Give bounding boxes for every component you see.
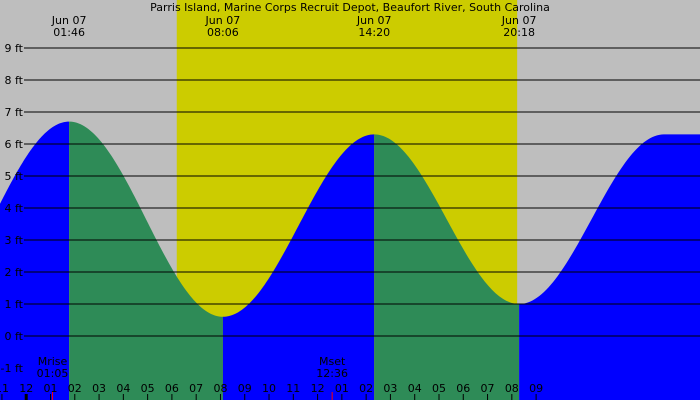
- falling-tide-area: [69, 121, 223, 400]
- moon-event-label: Mrise: [38, 355, 68, 368]
- x-tick-label: 02: [359, 382, 373, 395]
- x-tick-label: 02: [68, 382, 82, 395]
- y-tick-label: -1 ft: [1, 362, 24, 375]
- y-tick-label: 5 ft: [5, 170, 24, 183]
- y-tick-label: 8 ft: [5, 74, 24, 87]
- x-tick-label: 11: [286, 382, 300, 395]
- rising-tide-area: [0, 121, 70, 400]
- x-tick-label: 05: [432, 382, 446, 395]
- midnight-marker: [24, 394, 28, 400]
- rising-tide-area: [519, 134, 700, 400]
- rising-tide-area: [222, 134, 375, 400]
- x-tick-label: 01: [44, 382, 58, 395]
- x-tick-label: 08: [505, 382, 519, 395]
- low-tide-time-label: 08:06: [207, 26, 239, 39]
- y-tick-label: 1 ft: [5, 298, 24, 311]
- x-tick-label: 09: [529, 382, 543, 395]
- x-tick-label: 07: [481, 382, 495, 395]
- gridlines: [1, 47, 700, 400]
- low-tide-date-label: Jun 07: [501, 14, 537, 27]
- high-tide-date-label: Jun 07: [356, 14, 392, 27]
- y-tick-label: 4 ft: [5, 202, 24, 215]
- x-tick-label: 06: [456, 382, 470, 395]
- x-tick-label: 10: [262, 382, 276, 395]
- tide-area-layer: [0, 121, 700, 400]
- y-tick-label: 0 ft: [5, 330, 24, 343]
- moon-event-time: 01:05: [37, 367, 69, 380]
- chart-title: Parris Island, Marine Corps Recruit Depo…: [150, 1, 550, 14]
- x-tick-label: 05: [141, 382, 155, 395]
- x-tick-label: 12: [19, 382, 33, 395]
- y-tick-label: 7 ft: [5, 106, 24, 119]
- falling-tide-area: [374, 134, 520, 400]
- high-tide-time-label: 01:46: [53, 26, 85, 39]
- x-tick-label: 08: [213, 382, 227, 395]
- labels: 1 ft 0 ft -1 ft 2 ft 3 ft 4 ft 5 ft 6 ft 7 ft 8 f…: [0, 14, 543, 395]
- x-tick-label: 09: [238, 382, 252, 395]
- x-tick-label: 11: [0, 382, 9, 395]
- moon-event-label: Mset: [319, 355, 346, 368]
- x-tick-label: 03: [383, 382, 397, 395]
- low-tide-time-label: 20:18: [503, 26, 535, 39]
- x-tick-label: 04: [408, 382, 422, 395]
- y-tick-label: 9 ft: [5, 42, 24, 55]
- x-tick-label: 07: [189, 382, 203, 395]
- x-tick-label: 04: [116, 382, 130, 395]
- y-tick-label: 6 ft: [5, 138, 24, 151]
- high-tide-time-label: 14:20: [358, 26, 390, 39]
- moon-event-time: 12:36: [316, 367, 348, 380]
- y-tick-label: 3 ft: [5, 234, 24, 247]
- y-tick-label: 2 ft: [5, 266, 24, 279]
- high-tide-date-label: Jun 07: [51, 14, 87, 27]
- x-tick-label: 12: [311, 382, 325, 395]
- low-tide-date-label: Jun 07: [205, 14, 241, 27]
- x-tick-label: 06: [165, 382, 179, 395]
- x-tick-label: 03: [92, 382, 106, 395]
- x-tick-label: 01: [335, 382, 349, 395]
